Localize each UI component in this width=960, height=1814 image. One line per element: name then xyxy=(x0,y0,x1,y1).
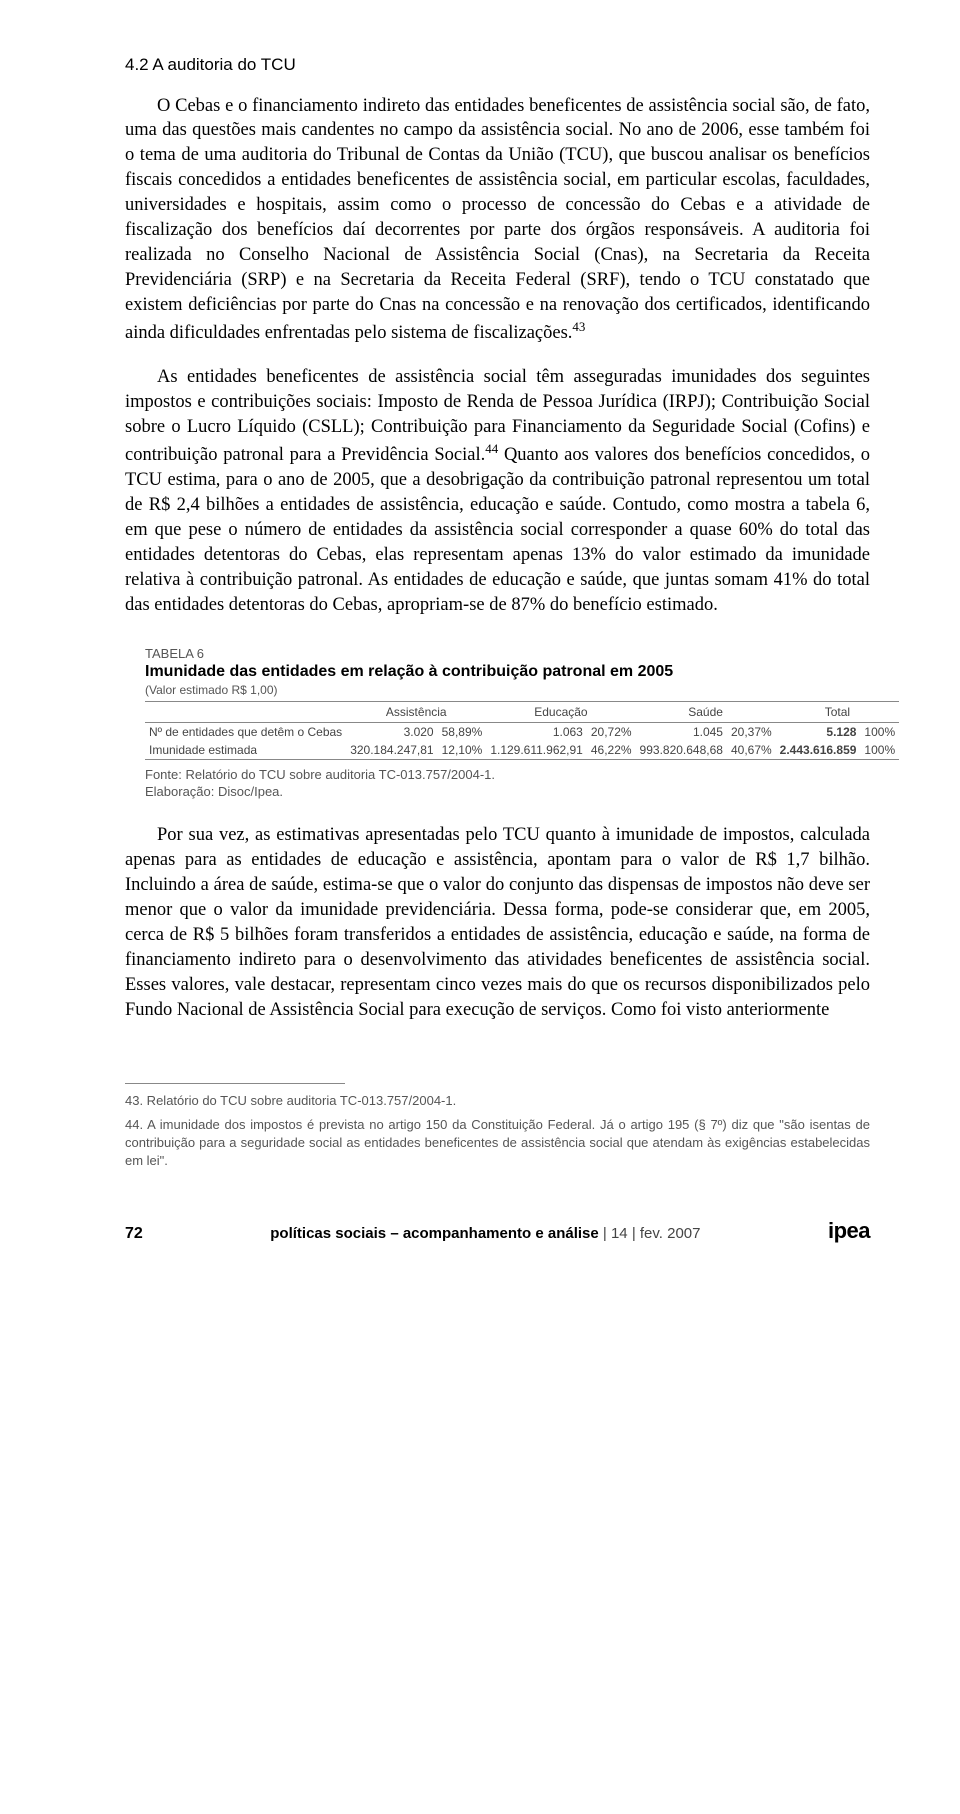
row-label: Nº de entidades que detêm o Cebas xyxy=(145,722,346,741)
table-header-row: Assistência Educação Saúde Total xyxy=(145,701,899,722)
cell: 20,72% xyxy=(587,722,636,741)
cell: 46,22% xyxy=(587,741,636,760)
table-subtitle: (Valor estimado R$ 1,00) xyxy=(145,683,870,697)
data-table: Assistência Educação Saúde Total Nº de e… xyxy=(145,701,899,760)
col-saude: Saúde xyxy=(636,701,776,722)
cell: 2.443.616.859 xyxy=(776,741,861,760)
cell: 993.820.648,68 xyxy=(636,741,727,760)
footnote-44: 44. A imunidade dos impostos é prevista … xyxy=(125,1116,870,1171)
table-label: TABELA 6 xyxy=(145,646,870,661)
footer-rest: | 14 | fev. 2007 xyxy=(599,1225,701,1242)
page-number: 72 xyxy=(125,1225,143,1243)
col-total: Total xyxy=(776,701,899,722)
footnote-rule xyxy=(125,1083,345,1084)
cell: 3.020 xyxy=(346,722,437,741)
footer-center: políticas sociais – acompanhamento e aná… xyxy=(143,1225,828,1242)
cell: 40,67% xyxy=(727,741,776,760)
col-educacao: Educação xyxy=(486,701,635,722)
ipea-logo: ipea xyxy=(828,1218,870,1244)
table-row: Nº de entidades que detêm o Cebas 3.020 … xyxy=(145,722,899,741)
cell: 1.045 xyxy=(636,722,727,741)
cell: 1.129.611.962,91 xyxy=(486,741,587,760)
page: 4.2 A auditoria do TCU O Cebas e o finan… xyxy=(0,0,960,1284)
footnote-43: 43. Relatório do TCU sobre auditoria TC-… xyxy=(125,1092,870,1110)
col-blank xyxy=(145,701,346,722)
paragraph-1-text: O Cebas e o financiamento indireto das e… xyxy=(125,96,870,344)
cell: 320.184.247,81 xyxy=(346,741,437,760)
table-6: TABELA 6 Imunidade das entidades em rela… xyxy=(145,646,870,801)
table-title: Imunidade das entidades em relação à con… xyxy=(145,663,870,681)
cell: 12,10% xyxy=(438,741,487,760)
cell: 5.128 xyxy=(776,722,861,741)
paragraph-2b-text: Quanto aos valores dos benefícios conced… xyxy=(125,445,870,615)
table-source-text: Fonte: Relatório do TCU sobre auditoria … xyxy=(145,767,495,782)
section-heading: 4.2 A auditoria do TCU xyxy=(125,55,870,75)
cell: 100% xyxy=(860,741,899,760)
footer-title: políticas sociais – acompanhamento e aná… xyxy=(270,1225,598,1242)
cell: 58,89% xyxy=(438,722,487,741)
col-assistencia: Assistência xyxy=(346,701,486,722)
footnotes: 43. Relatório do TCU sobre auditoria TC-… xyxy=(125,1092,870,1171)
footnote-ref-44: 44 xyxy=(485,441,498,456)
table-elab-text: Elaboração: Disoc/Ipea. xyxy=(145,784,283,799)
footnote-ref-43: 43 xyxy=(572,319,585,334)
cell: 1.063 xyxy=(486,722,587,741)
row-label: Imunidade estimada xyxy=(145,741,346,760)
paragraph-3: Por sua vez, as estimativas apresentadas… xyxy=(125,823,870,1023)
page-footer: 72 políticas sociais – acompanhamento e … xyxy=(125,1218,870,1244)
paragraph-1: O Cebas e o financiamento indireto das e… xyxy=(125,94,870,347)
table-row: Imunidade estimada 320.184.247,81 12,10%… xyxy=(145,741,899,760)
cell: 100% xyxy=(860,722,899,741)
table-source: Fonte: Relatório do TCU sobre auditoria … xyxy=(145,766,870,801)
cell: 20,37% xyxy=(727,722,776,741)
paragraph-2: As entidades beneficentes de assistência… xyxy=(125,365,870,618)
